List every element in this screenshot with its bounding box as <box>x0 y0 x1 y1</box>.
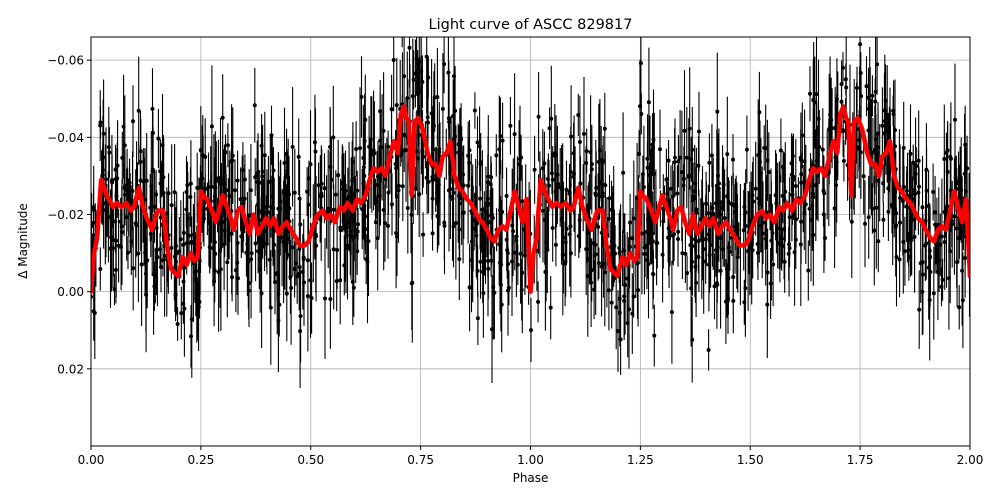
chart-title: Light curve of ASCC 829817 <box>429 17 633 33</box>
y-tick-label: 0.02 <box>57 362 84 376</box>
binned-light-curve <box>91 104 970 294</box>
x-tick-label: 0.75 <box>407 453 434 467</box>
y-tick-label: −0.04 <box>47 131 84 145</box>
x-tick-label: 1.50 <box>737 453 764 467</box>
x-tick-label: 0.25 <box>188 453 215 467</box>
x-tick-label: 2.00 <box>957 453 984 467</box>
y-tick-label: −0.06 <box>47 54 84 68</box>
y-axis-label: Δ Magnitude <box>16 203 30 279</box>
x-tick-label: 0.50 <box>297 453 324 467</box>
x-tick-label: 1.75 <box>847 453 874 467</box>
x-axis-ticks: 0.00 0.25 0.50 0.75 1.00 1.25 1.50 1.75 2.00 <box>78 446 984 467</box>
y-axis-ticks: −0.06 −0.04 −0.02 0.00 0.02 <box>47 54 91 376</box>
y-tick-label: −0.02 <box>47 208 84 222</box>
x-axis-label: Phase <box>513 471 549 485</box>
x-tick-label: 1.00 <box>517 453 544 467</box>
x-tick-label: 0.00 <box>78 453 105 467</box>
x-tick-label: 1.25 <box>627 453 654 467</box>
y-tick-label: 0.00 <box>57 285 84 299</box>
